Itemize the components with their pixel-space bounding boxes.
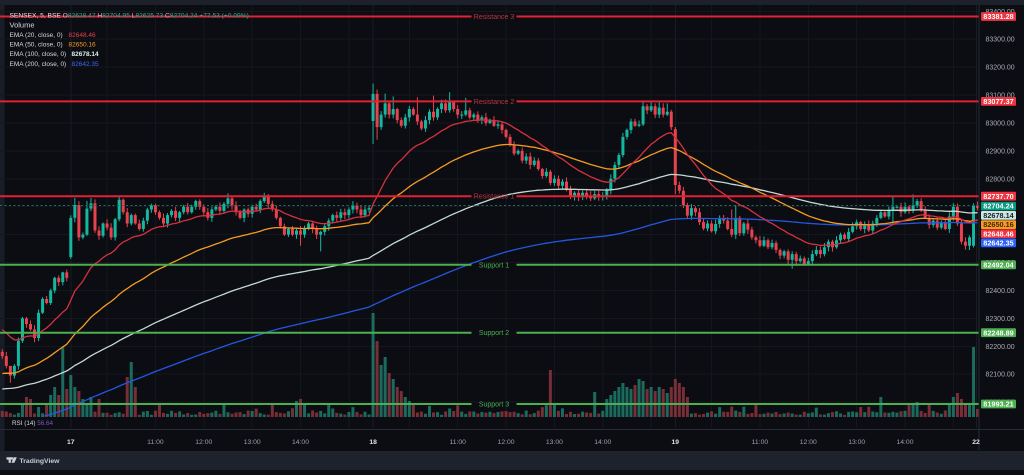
svg-text:14:00: 14:00 [594, 439, 611, 446]
svg-text:Resistance 2: Resistance 2 [474, 99, 515, 106]
svg-text:11:00: 11:00 [449, 439, 466, 446]
svg-text:RSI (14) 56.64: RSI (14) 56.64 [12, 420, 53, 427]
svg-text:82648.46: 82648.46 [69, 32, 96, 39]
svg-text:EMA (100, close, 0): EMA (100, close, 0) [10, 51, 67, 58]
svg-text:82650.16: 82650.16 [983, 220, 1013, 229]
svg-text:82900.00: 82900.00 [986, 148, 1015, 155]
svg-text:82800.00: 82800.00 [986, 176, 1015, 183]
svg-text:Support 3: Support 3 [479, 402, 509, 409]
svg-text:83077.37: 83077.37 [983, 97, 1013, 106]
svg-text:82650.16: 82650.16 [69, 42, 96, 49]
svg-text:82678.14: 82678.14 [72, 51, 99, 58]
svg-text:82400.00: 82400.00 [986, 288, 1015, 295]
svg-text:12:00: 12:00 [800, 439, 817, 446]
svg-text:Resistance 3: Resistance 3 [474, 14, 515, 21]
svg-text:Resistance 1: Resistance 1 [474, 194, 515, 201]
svg-text:12:00: 12:00 [195, 439, 212, 446]
svg-text:18: 18 [369, 439, 377, 446]
svg-text:Support 1: Support 1 [479, 262, 509, 269]
svg-text:13:00: 13:00 [546, 439, 563, 446]
svg-text:14:00: 14:00 [896, 439, 913, 446]
svg-text:83100.00: 83100.00 [986, 93, 1015, 100]
svg-text:Support 2: Support 2 [479, 330, 509, 337]
svg-text:82642.35: 82642.35 [72, 61, 99, 68]
svg-text:11:00: 11:00 [752, 439, 769, 446]
svg-text:EMA (20, close, 0): EMA (20, close, 0) [10, 32, 63, 39]
svg-text:83381.28: 83381.28 [983, 12, 1013, 21]
svg-text:82648.46: 82648.46 [983, 229, 1013, 238]
svg-text:81993.21: 81993.21 [983, 400, 1013, 409]
svg-text:13:00: 13:00 [848, 439, 865, 446]
svg-text:13:00: 13:00 [244, 439, 261, 446]
svg-text:14:00: 14:00 [292, 439, 309, 446]
svg-text:82492.04: 82492.04 [983, 260, 1014, 269]
svg-text:TradingView: TradingView [20, 458, 61, 465]
svg-text:22: 22 [972, 439, 980, 446]
svg-text:82200.00: 82200.00 [986, 344, 1015, 351]
svg-text:82737.70: 82737.70 [983, 192, 1013, 201]
svg-text:19: 19 [672, 439, 680, 446]
svg-text:83000.00: 83000.00 [986, 121, 1015, 128]
svg-text:82100.00: 82100.00 [986, 372, 1015, 379]
svg-text:82678.14: 82678.14 [983, 211, 1014, 220]
svg-text:EMA (50, close, 0): EMA (50, close, 0) [10, 42, 63, 49]
svg-text:83300.00: 83300.00 [986, 37, 1015, 44]
svg-text:82300.00: 82300.00 [986, 316, 1015, 323]
svg-text:SENSEX, 5, BSE O82628.47 H827: SENSEX, 5, BSE O82628.47 H82704.95 L8262… [10, 12, 249, 19]
svg-text:82642.35: 82642.35 [983, 239, 1013, 248]
svg-text:Volume: Volume [10, 20, 35, 29]
svg-text:12:00: 12:00 [498, 439, 515, 446]
svg-text:82248.89: 82248.89 [983, 328, 1013, 337]
svg-text:17: 17 [67, 439, 75, 446]
svg-text:83200.00: 83200.00 [986, 65, 1015, 72]
svg-text:EMA (200, close, 0): EMA (200, close, 0) [10, 61, 67, 68]
svg-text:11:00: 11:00 [147, 439, 164, 446]
svg-text:82704.24: 82704.24 [983, 202, 1014, 211]
